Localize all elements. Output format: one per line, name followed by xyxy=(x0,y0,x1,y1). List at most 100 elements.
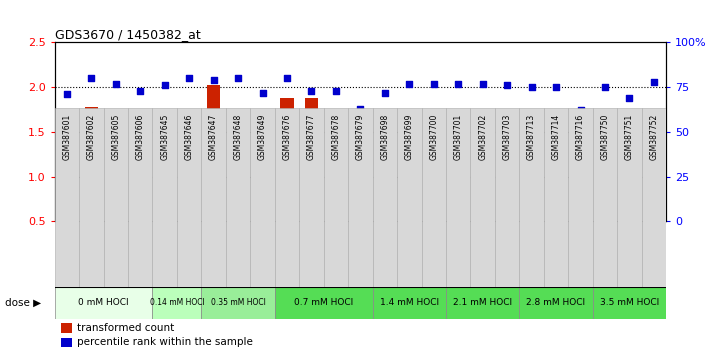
Bar xyxy=(422,108,446,287)
Point xyxy=(526,84,537,90)
Bar xyxy=(622,196,636,266)
Bar xyxy=(446,108,470,287)
Bar xyxy=(299,108,324,287)
Point xyxy=(207,77,219,83)
Bar xyxy=(397,108,422,287)
Text: GSM387699: GSM387699 xyxy=(405,113,414,160)
Text: GSM387701: GSM387701 xyxy=(454,113,463,160)
Text: GSM387601: GSM387601 xyxy=(63,113,71,160)
Point xyxy=(355,106,366,112)
Bar xyxy=(550,158,563,266)
Bar xyxy=(451,143,465,266)
Text: 1.4 mM HOCl: 1.4 mM HOCl xyxy=(380,298,439,307)
Text: GSM387750: GSM387750 xyxy=(601,113,609,160)
Bar xyxy=(519,108,544,287)
Bar xyxy=(128,108,152,287)
Text: GSM387676: GSM387676 xyxy=(282,113,291,160)
Bar xyxy=(79,108,103,287)
Point xyxy=(232,75,244,81)
Bar xyxy=(103,108,128,287)
Point xyxy=(477,81,488,86)
Bar xyxy=(348,108,373,287)
Bar xyxy=(183,114,196,266)
Point xyxy=(550,84,562,90)
Bar xyxy=(593,108,617,287)
Bar xyxy=(373,287,446,319)
Bar xyxy=(109,135,122,266)
Point xyxy=(428,81,440,86)
Point xyxy=(330,88,341,93)
Bar xyxy=(647,132,660,266)
Text: 2.8 mM HOCl: 2.8 mM HOCl xyxy=(526,298,585,307)
Text: GSM387678: GSM387678 xyxy=(331,113,341,160)
Point xyxy=(452,81,464,86)
Text: 0.14 mM HOCl: 0.14 mM HOCl xyxy=(149,298,205,307)
Text: transformed count: transformed count xyxy=(76,323,174,333)
Text: GSM387649: GSM387649 xyxy=(258,113,267,160)
Bar xyxy=(158,119,171,266)
Point xyxy=(183,75,195,81)
Point xyxy=(135,88,146,93)
Bar xyxy=(470,108,495,287)
Text: 3.5 mM HOCl: 3.5 mM HOCl xyxy=(600,298,659,307)
Point xyxy=(85,75,97,81)
Bar xyxy=(569,108,593,287)
Text: 0.35 mM HOCl: 0.35 mM HOCl xyxy=(210,298,266,307)
Bar xyxy=(274,287,373,319)
Point xyxy=(306,88,317,93)
Point xyxy=(159,82,170,88)
Bar xyxy=(207,85,221,266)
Bar xyxy=(232,116,245,266)
Bar xyxy=(133,120,147,266)
Bar xyxy=(274,108,299,287)
Bar xyxy=(354,211,367,266)
Bar xyxy=(495,108,519,287)
Text: GSM387698: GSM387698 xyxy=(380,113,389,160)
Point xyxy=(379,90,391,95)
Bar xyxy=(544,108,569,287)
Bar xyxy=(525,151,538,266)
Text: GSM387703: GSM387703 xyxy=(502,113,512,160)
Point xyxy=(257,90,269,95)
Bar xyxy=(574,196,587,266)
Bar xyxy=(202,287,274,319)
Text: 0 mM HOCl: 0 mM HOCl xyxy=(78,298,129,307)
Text: dose ▶: dose ▶ xyxy=(6,298,41,308)
Bar xyxy=(519,287,593,319)
Bar xyxy=(84,107,98,266)
Text: GSM387714: GSM387714 xyxy=(552,113,561,160)
Bar xyxy=(60,338,72,347)
Bar xyxy=(598,139,612,266)
Text: GSM387702: GSM387702 xyxy=(478,113,487,160)
Bar xyxy=(177,108,202,287)
Text: GSM387602: GSM387602 xyxy=(87,113,96,160)
Point xyxy=(574,108,586,113)
Point xyxy=(648,79,660,85)
Bar xyxy=(60,134,74,266)
Point xyxy=(61,91,73,97)
Bar xyxy=(324,108,348,287)
Text: GSM387646: GSM387646 xyxy=(185,113,194,160)
Text: GSM387645: GSM387645 xyxy=(160,113,169,160)
Text: GSM387713: GSM387713 xyxy=(527,113,536,160)
Point xyxy=(281,75,293,81)
Bar xyxy=(305,98,318,266)
Text: GSM387751: GSM387751 xyxy=(625,113,634,160)
Text: GSM387700: GSM387700 xyxy=(430,113,438,160)
Bar xyxy=(55,108,79,287)
Text: GSM387677: GSM387677 xyxy=(307,113,316,160)
Bar xyxy=(641,108,666,287)
Text: GSM387752: GSM387752 xyxy=(649,113,658,160)
Text: percentile rank within the sample: percentile rank within the sample xyxy=(76,337,253,348)
Bar xyxy=(55,287,152,319)
Text: 2.1 mM HOCl: 2.1 mM HOCl xyxy=(453,298,513,307)
Point xyxy=(403,81,415,86)
Bar xyxy=(256,168,269,266)
Point xyxy=(110,81,122,86)
Bar xyxy=(378,163,392,266)
Text: GSM387716: GSM387716 xyxy=(576,113,585,160)
Bar xyxy=(152,287,202,319)
Bar xyxy=(617,108,641,287)
Bar xyxy=(446,287,519,319)
Bar xyxy=(250,108,274,287)
